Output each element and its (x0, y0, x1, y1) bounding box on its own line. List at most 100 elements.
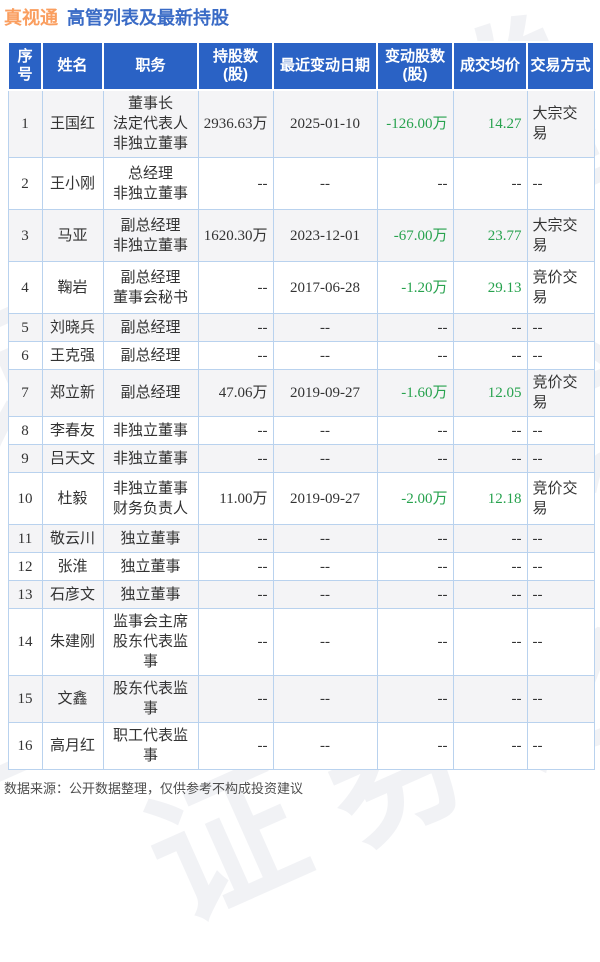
table-row: 12 张淮 独立董事 -- -- -- -- -- (7, 552, 595, 581)
table-row: 2 王小刚 总经理 非独立董事 -- -- -- -- -- (7, 157, 595, 210)
cell-date: 2023-12-01 (272, 209, 378, 262)
cell-shares: -- (197, 416, 274, 445)
cell-no: 8 (7, 416, 43, 445)
cell-method: -- (526, 157, 595, 210)
cell-position: 副总经理 (102, 369, 199, 417)
cell-name: 王小刚 (41, 157, 104, 210)
cell-name: 刘晓兵 (41, 313, 104, 342)
table-row: 9 吕天文 非独立董事 -- -- -- -- -- (7, 444, 595, 473)
cell-method: -- (526, 341, 595, 370)
cell-change: -- (376, 722, 454, 770)
column-header-3: 持股数 (股) (197, 41, 274, 91)
cell-position: 总经理 非独立董事 (102, 157, 199, 210)
cell-price: 23.77 (452, 209, 528, 262)
cell-change: -- (376, 524, 454, 553)
table-row: 7 郑立新 副总经理 47.06万 2019-09-27 -1.60万 12.05 竞价交易 (7, 369, 595, 417)
cell-shares: -- (197, 675, 274, 723)
cell-price: -- (452, 313, 528, 342)
cell-date: -- (272, 444, 378, 473)
cell-position: 职工代表监事 (102, 722, 199, 770)
cell-change: -126.00万 (376, 89, 454, 158)
cell-price: -- (452, 416, 528, 445)
cell-no: 14 (7, 608, 43, 676)
cell-price: 12.18 (452, 472, 528, 525)
cell-no: 4 (7, 261, 43, 314)
table-header-row: 序号 姓名 职务 持股数 (股) 最近变动日期 变动股数 (股) 成交均价 交易方式 (7, 41, 595, 91)
cell-no: 9 (7, 444, 43, 473)
cell-shares: -- (197, 157, 274, 210)
cell-name: 杜毅 (41, 472, 104, 525)
cell-no: 12 (7, 552, 43, 581)
cell-no: 13 (7, 580, 43, 609)
page-title: 真视通 高管列表及最新持股 (0, 0, 600, 29)
cell-change: -- (376, 157, 454, 210)
cell-no: 2 (7, 157, 43, 210)
cell-name: 吕天文 (41, 444, 104, 473)
cell-date: -- (272, 157, 378, 210)
cell-method: -- (526, 608, 595, 676)
cell-date: -- (272, 675, 378, 723)
cell-method: 竞价交易 (526, 369, 595, 417)
cell-name: 王克强 (41, 341, 104, 370)
cell-change: -- (376, 580, 454, 609)
cell-name: 朱建刚 (41, 608, 104, 676)
cell-shares: -- (197, 608, 274, 676)
cell-position: 独立董事 (102, 580, 199, 609)
cell-price: 14.27 (452, 89, 528, 158)
column-header-2: 职务 (102, 41, 199, 91)
cell-price: -- (452, 157, 528, 210)
cell-change: -1.20万 (376, 261, 454, 314)
cell-name: 王国红 (41, 89, 104, 158)
column-header-4: 最近变动日期 (272, 41, 378, 91)
cell-change: -- (376, 313, 454, 342)
stock-name: 真视通 (4, 8, 58, 28)
column-header-6: 成交均价 (452, 41, 528, 91)
cell-date: 2025-01-10 (272, 89, 378, 158)
cell-change: -- (376, 444, 454, 473)
cell-shares: -- (197, 341, 274, 370)
cell-method: 竞价交易 (526, 261, 595, 314)
cell-date: -- (272, 416, 378, 445)
table-row: 10 杜毅 非独立董事 财务负责人 11.00万 2019-09-27 -2.00万 12.1… (7, 472, 595, 525)
cell-change: -- (376, 416, 454, 445)
cell-price: -- (452, 444, 528, 473)
table-row: 5 刘晓兵 副总经理 -- -- -- -- -- (7, 313, 595, 342)
cell-price: -- (452, 524, 528, 553)
cell-position: 副总经理 董事会秘书 (102, 261, 199, 314)
cell-shares: -- (197, 722, 274, 770)
cell-name: 文鑫 (41, 675, 104, 723)
cell-date: -- (272, 608, 378, 676)
cell-name: 鞠岩 (41, 261, 104, 314)
cell-shares: -- (197, 524, 274, 553)
cell-position: 副总经理 (102, 341, 199, 370)
column-header-0: 序号 (7, 41, 43, 91)
cell-date: -- (272, 341, 378, 370)
table-row: 11 敬云川 独立董事 -- -- -- -- -- (7, 524, 595, 553)
cell-position: 非独立董事 (102, 416, 199, 445)
cell-shares: -- (197, 552, 274, 581)
cell-change: -67.00万 (376, 209, 454, 262)
cell-name: 敬云川 (41, 524, 104, 553)
cell-method: -- (526, 416, 595, 445)
cell-change: -2.00万 (376, 472, 454, 525)
cell-shares: 2936.63万 (197, 89, 274, 158)
cell-position: 独立董事 (102, 524, 199, 553)
cell-method: -- (526, 313, 595, 342)
executives-holdings-table: 序号 姓名 职务 持股数 (股) 最近变动日期 变动股数 (股) 成交均价 交易方式 1 王国红 董事… (7, 41, 595, 770)
cell-date: 2019-09-27 (272, 369, 378, 417)
column-header-5: 变动股数 (股) (376, 41, 454, 91)
table-row: 16 高月红 职工代表监事 -- -- -- -- -- (7, 722, 595, 770)
cell-price: -- (452, 608, 528, 676)
cell-method: -- (526, 580, 595, 609)
cell-change: -- (376, 675, 454, 723)
cell-date: -- (272, 313, 378, 342)
cell-price: 29.13 (452, 261, 528, 314)
cell-date: 2019-09-27 (272, 472, 378, 525)
cell-method: -- (526, 444, 595, 473)
cell-price: 12.05 (452, 369, 528, 417)
cell-no: 3 (7, 209, 43, 262)
cell-name: 高月红 (41, 722, 104, 770)
cell-method: 竞价交易 (526, 472, 595, 525)
cell-date: -- (272, 524, 378, 553)
cell-position: 非独立董事 (102, 444, 199, 473)
